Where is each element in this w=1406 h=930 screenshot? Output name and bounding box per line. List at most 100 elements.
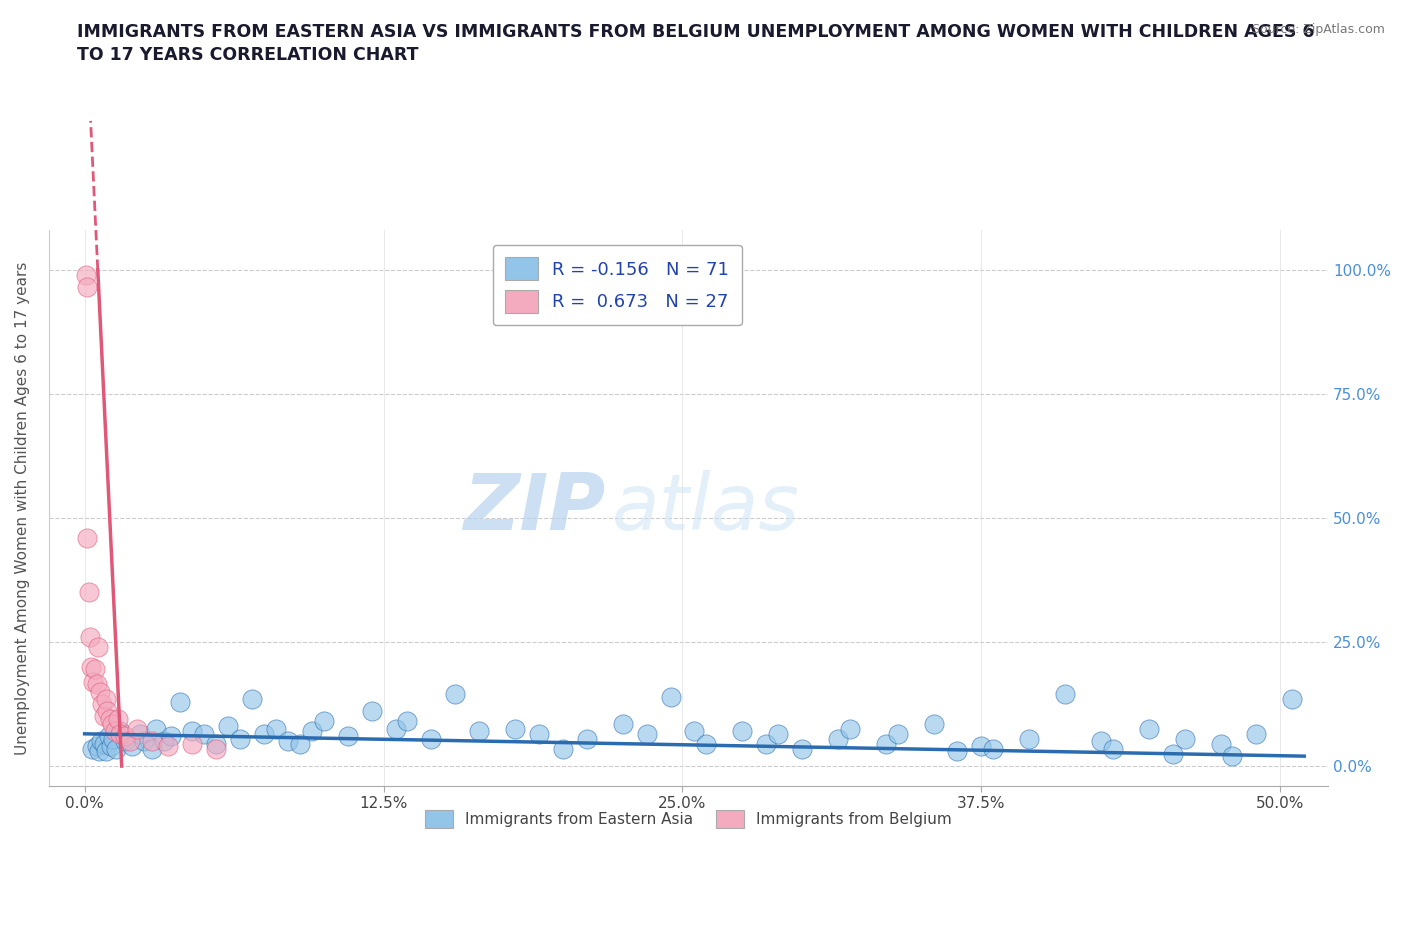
Point [551, 741, 574, 756]
Point [1102, 741, 1125, 756]
Point [114, 734, 136, 749]
Point [127, 722, 149, 737]
Point [1137, 722, 1160, 737]
Point [90, 734, 112, 749]
Point [86, 738, 108, 753]
Point [468, 724, 491, 738]
Point [76, 280, 98, 295]
Text: atlas: atlas [612, 470, 800, 546]
Legend: Immigrants from Eastern Asia, Immigrants from Belgium: Immigrants from Eastern Asia, Immigrants… [419, 804, 957, 834]
Point [983, 741, 1005, 756]
Point [159, 729, 181, 744]
Point [80, 659, 103, 674]
Point [93, 709, 115, 724]
Point [103, 724, 125, 738]
Point [87, 744, 110, 759]
Point [444, 686, 467, 701]
Point [76, 530, 98, 545]
Point [217, 719, 239, 734]
Point [1222, 749, 1244, 764]
Point [1209, 737, 1232, 751]
Y-axis label: Unemployment Among Women with Children Ages 6 to 17 years: Unemployment Among Women with Children A… [15, 261, 30, 754]
Point [134, 734, 156, 749]
Point [301, 724, 323, 738]
Point [503, 722, 526, 737]
Point [827, 731, 849, 746]
Point [277, 734, 299, 749]
Point [755, 737, 778, 751]
Point [82, 674, 104, 689]
Point [141, 741, 163, 756]
Point [384, 722, 406, 737]
Point [229, 731, 252, 746]
Point [121, 738, 143, 753]
Point [94, 692, 117, 707]
Point [90, 697, 112, 711]
Point [128, 726, 150, 741]
Point [181, 724, 204, 738]
Point [731, 724, 754, 738]
Point [886, 726, 908, 741]
Point [157, 738, 180, 753]
Point [838, 722, 860, 737]
Point [575, 731, 598, 746]
Point [396, 714, 419, 729]
Point [695, 737, 717, 751]
Point [96, 704, 118, 719]
Point [1246, 726, 1268, 741]
Point [922, 716, 945, 731]
Point [145, 722, 167, 737]
Point [288, 737, 311, 751]
Point [120, 734, 142, 749]
Point [141, 734, 163, 749]
Text: TO 17 YEARS CORRELATION CHART: TO 17 YEARS CORRELATION CHART [77, 46, 419, 64]
Point [152, 734, 174, 749]
Point [875, 737, 897, 751]
Point [97, 729, 120, 744]
Point [75, 267, 97, 282]
Point [100, 738, 122, 753]
Point [1161, 746, 1184, 761]
Point [612, 716, 634, 731]
Point [94, 744, 117, 759]
Point [87, 640, 110, 655]
Point [1054, 686, 1077, 701]
Point [205, 741, 228, 756]
Point [193, 726, 215, 741]
Point [77, 585, 100, 600]
Point [80, 741, 103, 756]
Point [1018, 731, 1040, 746]
Point [790, 741, 813, 756]
Point [1281, 692, 1303, 707]
Point [114, 729, 136, 744]
Point [659, 689, 682, 704]
Point [98, 711, 121, 726]
Point [336, 729, 359, 744]
Point [420, 731, 443, 746]
Point [110, 726, 132, 741]
Text: ZIP: ZIP [463, 470, 606, 546]
Point [970, 738, 993, 753]
Point [946, 744, 969, 759]
Point [360, 704, 382, 719]
Point [103, 731, 125, 746]
Point [101, 716, 124, 731]
Point [1090, 734, 1112, 749]
Point [766, 726, 789, 741]
Point [683, 724, 706, 738]
Point [264, 722, 287, 737]
Point [312, 714, 335, 729]
Point [240, 692, 263, 707]
Point [636, 726, 658, 741]
Point [104, 741, 127, 756]
Point [181, 737, 204, 751]
Point [527, 726, 550, 741]
Point [169, 694, 191, 709]
Point [1174, 731, 1197, 746]
Point [253, 726, 276, 741]
Point [110, 724, 132, 738]
Point [86, 677, 108, 692]
Text: Source: ZipAtlas.com: Source: ZipAtlas.com [1251, 23, 1385, 36]
Point [83, 662, 105, 677]
Point [93, 737, 115, 751]
